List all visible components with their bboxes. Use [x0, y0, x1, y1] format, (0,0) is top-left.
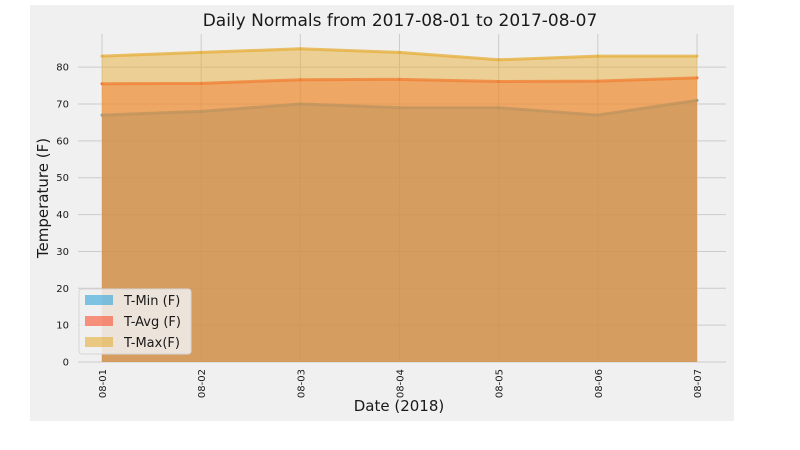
- data-point: [199, 50, 203, 54]
- y-tick-label: 20: [56, 284, 69, 295]
- legend-label: T-Max(F): [123, 336, 180, 351]
- data-point: [695, 54, 699, 58]
- x-tick-label: 08-02: [197, 369, 208, 398]
- x-tick-label: 08-06: [594, 369, 605, 398]
- y-tick-label: 40: [56, 210, 69, 221]
- x-axis-label: Date (2018): [354, 397, 445, 415]
- x-tick-label: 08-07: [693, 369, 704, 398]
- y-tick-label: 30: [56, 247, 69, 258]
- legend: T-Min (F) T-Avg (F) T-Max(F): [78, 288, 192, 355]
- legend-label: T-Avg (F): [123, 315, 181, 330]
- x-tick-label: 08-01: [98, 369, 109, 398]
- y-tick-label: 0: [63, 358, 69, 369]
- data-point: [497, 58, 501, 62]
- x-tick-label: 08-03: [296, 369, 307, 398]
- y-tick-label: 70: [56, 100, 69, 111]
- x-tick-label: 08-05: [495, 369, 506, 398]
- data-point: [298, 47, 302, 51]
- legend-swatch: [85, 337, 113, 347]
- legend-swatch: [85, 295, 113, 305]
- area-series: [100, 47, 699, 363]
- y-axis-label: Temperature (F): [34, 138, 52, 259]
- y-axis-ticks: 0 10 20 30 40 50 60 70 80: [56, 63, 69, 369]
- y-tick-label: 80: [56, 63, 69, 74]
- data-point: [100, 54, 104, 58]
- legend-label: T-Min (F): [123, 294, 180, 309]
- area-fill-series-3: [102, 48, 697, 362]
- x-axis-ticks: 08-01 08-02 08-03 08-04 08-05 08-06 08-07: [98, 369, 704, 398]
- legend-swatch: [85, 316, 113, 326]
- data-point: [596, 54, 600, 58]
- data-point: [398, 50, 401, 54]
- x-tick-label: 08-04: [396, 369, 407, 398]
- y-tick-label: 50: [56, 173, 69, 184]
- y-tick-label: 10: [56, 321, 69, 332]
- y-tick-label: 60: [56, 136, 69, 147]
- chart-title: Daily Normals from 2017-08-01 to 2017-08…: [203, 11, 598, 31]
